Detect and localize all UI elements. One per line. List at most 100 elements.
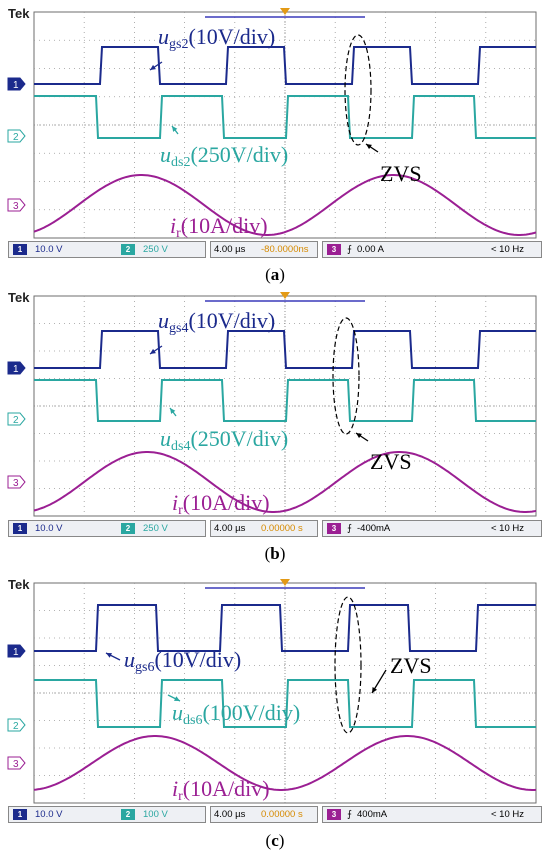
ugs-arrow-head: [150, 348, 156, 354]
status-bar: 1 10.0 V 2 250 V 4.00 µs -80.0000ns 3 ⨍ …: [8, 241, 542, 258]
trigger-level: 400mA: [357, 809, 388, 820]
status-ch-scales: 1 10.0 V 2 250 V: [8, 520, 206, 537]
uds-label: uds6(100V/div): [172, 700, 301, 728]
zvs-arrow-head: [356, 433, 362, 439]
status-timebase: 4.00 µs 0.00000 s: [210, 806, 318, 823]
trigger-marker-icon: [280, 292, 290, 299]
trigger-slope-icon: ⨍: [347, 244, 352, 255]
trigger-slope-icon: ⨍: [347, 523, 352, 534]
scope-display: 1 2 3: [7, 8, 537, 239]
uds-label: uds4(250V/div): [160, 426, 289, 454]
status-ch-scales: 1 10.0 V 2 250 V: [8, 241, 206, 258]
ch3-badge: 3: [327, 523, 341, 534]
scope-annotations: 1 2 3: [7, 579, 387, 770]
ch2-scale: 250 V: [143, 244, 168, 255]
uds-trace: [34, 679, 536, 728]
ch1-badge: 1: [13, 523, 27, 534]
scope-traces: [33, 330, 537, 513]
ch1-badge: 1: [13, 244, 27, 255]
status-bar: 1 10.0 V 2 100 V 4.00 µs 0.00000 s 3 ⨍ 4…: [8, 806, 542, 823]
ir-label: ir(10A/div): [170, 213, 268, 241]
uds-trace: [34, 95, 536, 139]
ir-label: ir(10A/div): [172, 776, 270, 804]
zvs-label: ZVS: [380, 161, 422, 186]
ch1-scale: 10.0 V: [35, 244, 63, 255]
trigger-freq: < 10 Hz: [491, 523, 525, 534]
svg-text:2: 2: [13, 132, 19, 143]
ugs-label: ugs4(10V/div): [158, 308, 276, 336]
ir-trace: [33, 451, 537, 513]
uds-label: uds2(250V/div): [160, 142, 289, 170]
time-offset: 0.00000 s: [261, 523, 303, 534]
ch2-scale: 250 V: [143, 523, 168, 534]
trigger-level: 0.00 A: [357, 244, 384, 255]
ch2-badge: 2: [121, 523, 135, 534]
ch3-badge: 3: [327, 809, 341, 820]
tek-logo: Tek: [8, 6, 30, 21]
svg-text:2: 2: [13, 721, 19, 732]
trigger-freq: < 10 Hz: [491, 244, 525, 255]
channel-marker-3: 3: [7, 475, 26, 489]
channel-marker-2: 2: [7, 412, 26, 426]
panel-caption: (c): [265, 831, 285, 850]
timebase-value: 4.00 µs: [214, 244, 246, 255]
ch1-scale: 10.0 V: [35, 809, 63, 820]
scope-annotations: 1 2 3: [7, 8, 379, 212]
time-offset: -80.0000ns: [261, 244, 309, 255]
scope-traces: [33, 604, 537, 791]
zvs-ellipse: [334, 596, 362, 734]
uds-arrow-head: [170, 408, 176, 414]
zvs-ellipse: [344, 34, 372, 146]
channel-marker-3: 3: [7, 756, 26, 770]
panel-caption: (b): [264, 544, 286, 563]
channel-marker-1: 1: [7, 361, 26, 375]
tek-logo: Tek: [8, 290, 30, 305]
channel-marker-3: 3: [7, 198, 26, 212]
scope-grid: [33, 295, 537, 517]
timebase-value: 4.00 µs: [214, 523, 246, 534]
svg-text:3: 3: [13, 478, 19, 489]
status-ch-scales: 1 10.0 V 2 100 V: [8, 806, 206, 823]
ugs-label: ugs2(10V/div): [158, 24, 276, 52]
zvs-label: ZVS: [390, 653, 432, 678]
panel-caption: (a): [265, 265, 285, 284]
trigger-marker-icon: [280, 8, 290, 15]
status-timebase: 4.00 µs 0.00000 s: [210, 520, 318, 537]
svg-text:1: 1: [13, 647, 19, 658]
svg-text:3: 3: [13, 201, 19, 212]
svg-text:1: 1: [13, 80, 19, 91]
scope-grid: [33, 582, 537, 804]
zvs-label: ZVS: [370, 449, 412, 474]
ugs-label: ugs6(10V/div): [124, 647, 242, 675]
status-trigger: 3 ⨍ 0.00 A < 10 Hz: [322, 241, 542, 258]
ugs-arrow-head: [106, 653, 112, 658]
trigger-marker-icon: [280, 579, 290, 586]
scope-panel-b: Tek 1 2 3 ugs4(10V/div) uds4(250V/div) ir(…: [0, 288, 550, 578]
channel-marker-1: 1: [7, 644, 26, 658]
ch3-badge: 3: [327, 244, 341, 255]
zvs-ellipse: [332, 317, 360, 435]
timebase-value: 4.00 µs: [214, 809, 246, 820]
ch1-badge: 1: [13, 809, 27, 820]
ch2-badge: 2: [121, 244, 135, 255]
uds-arrow-head: [174, 696, 180, 701]
scope-traces: [33, 46, 537, 236]
scope-annotations: 1 2 3: [7, 292, 369, 489]
ch2-scale: 100 V: [143, 809, 168, 820]
ugs-trace: [34, 604, 536, 652]
scope-grid: [33, 11, 537, 239]
svg-text:1: 1: [13, 364, 19, 375]
ir-trace: [33, 174, 537, 236]
zvs-arrow-head: [366, 144, 372, 150]
ch1-scale: 10.0 V: [35, 523, 63, 534]
scope-display: 1 2 3: [7, 579, 537, 804]
trigger-level: -400mA: [357, 523, 391, 534]
ugs-trace: [34, 46, 536, 85]
tek-logo: Tek: [8, 577, 30, 592]
uds-arrow-head: [172, 126, 178, 132]
scope-panel-a: Tek 1 2 3 ugs2(10V/div) uds2(250V/div) ir(…: [0, 0, 550, 290]
channel-marker-2: 2: [7, 129, 26, 143]
scope-display: 1 2 3: [7, 292, 537, 517]
channel-marker-2: 2: [7, 718, 26, 732]
ugs-trace: [34, 330, 536, 369]
